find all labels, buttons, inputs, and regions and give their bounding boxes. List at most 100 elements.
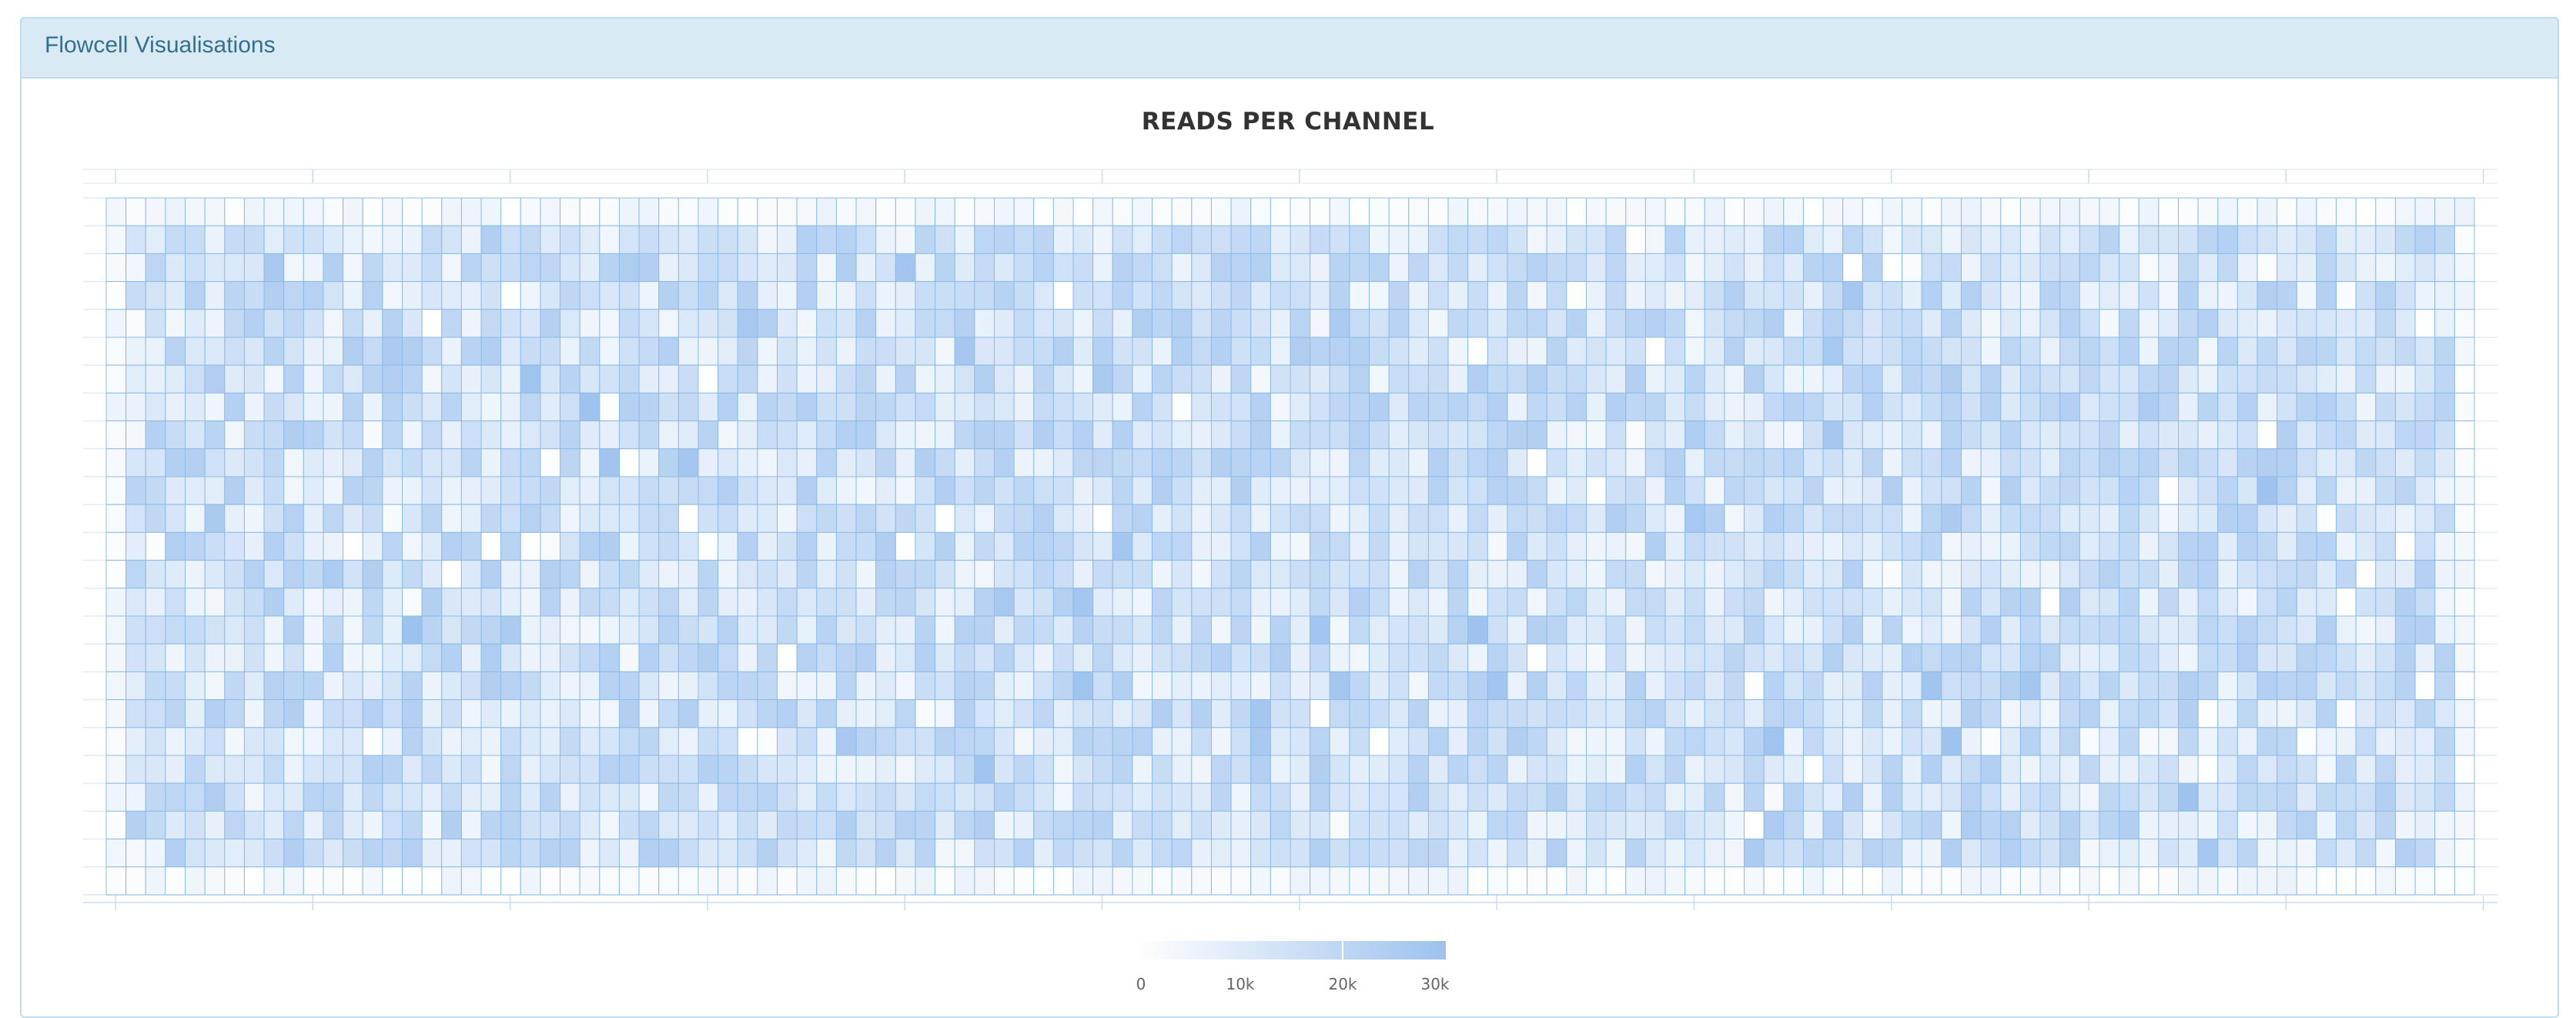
- channel-cell[interactable]: [698, 364, 719, 393]
- channel-cell[interactable]: [283, 253, 304, 283]
- channel-cell[interactable]: [1408, 727, 1429, 756]
- channel-cell[interactable]: [994, 281, 1015, 310]
- channel-cell[interactable]: [1566, 560, 1587, 589]
- channel-cell[interactable]: [145, 197, 166, 226]
- channel-cell[interactable]: [974, 448, 995, 477]
- channel-cell[interactable]: [402, 699, 423, 728]
- channel-cell[interactable]: [974, 671, 995, 701]
- channel-cell[interactable]: [2257, 364, 2278, 393]
- channel-cell[interactable]: [1763, 671, 1785, 701]
- channel-cell[interactable]: [1033, 309, 1054, 338]
- channel-cell[interactable]: [185, 476, 206, 505]
- channel-cell[interactable]: [1902, 727, 1922, 756]
- channel-cell[interactable]: [618, 337, 640, 366]
- channel-cell[interactable]: [2414, 643, 2436, 672]
- channel-cell[interactable]: [2336, 448, 2357, 477]
- channel-cell[interactable]: [2414, 337, 2436, 366]
- channel-cell[interactable]: [954, 782, 975, 812]
- channel-cell[interactable]: [2000, 560, 2021, 589]
- channel-cell[interactable]: [1132, 504, 1153, 533]
- channel-cell[interactable]: [421, 671, 443, 701]
- channel-cell[interactable]: [816, 810, 837, 840]
- channel-cell[interactable]: [1033, 281, 1054, 310]
- channel-cell[interactable]: [1171, 197, 1193, 226]
- channel-cell[interactable]: [480, 392, 502, 422]
- channel-cell[interactable]: [2039, 866, 2061, 896]
- channel-cell[interactable]: [1112, 309, 1133, 338]
- channel-cell[interactable]: [638, 309, 660, 338]
- channel-cell[interactable]: [1684, 782, 1705, 812]
- channel-cell[interactable]: [165, 671, 186, 701]
- channel-cell[interactable]: [2178, 643, 2199, 672]
- channel-cell[interactable]: [2257, 560, 2278, 589]
- channel-cell[interactable]: [1763, 755, 1785, 784]
- channel-cell[interactable]: [2316, 810, 2337, 840]
- channel-cell[interactable]: [382, 392, 403, 422]
- channel-cell[interactable]: [441, 699, 462, 728]
- channel-cell[interactable]: [1527, 727, 1547, 756]
- channel-cell[interactable]: [1644, 643, 1666, 672]
- channel-cell[interactable]: [2217, 671, 2238, 701]
- channel-cell[interactable]: [618, 281, 640, 310]
- channel-cell[interactable]: [1171, 839, 1193, 868]
- channel-cell[interactable]: [2197, 337, 2219, 366]
- channel-cell[interactable]: [1290, 727, 1311, 756]
- channel-cell[interactable]: [1783, 309, 1804, 338]
- channel-cell[interactable]: [1191, 782, 1212, 812]
- channel-cell[interactable]: [1724, 420, 1745, 450]
- channel-cell[interactable]: [1427, 337, 1449, 366]
- channel-cell[interactable]: [243, 839, 265, 868]
- channel-cell[interactable]: [2257, 225, 2278, 254]
- channel-cell[interactable]: [1664, 727, 1686, 756]
- channel-cell[interactable]: [2257, 253, 2278, 283]
- channel-cell[interactable]: [1013, 839, 1035, 868]
- channel-cell[interactable]: [816, 839, 837, 868]
- channel-cell[interactable]: [283, 782, 304, 812]
- channel-cell[interactable]: [2375, 448, 2396, 477]
- channel-cell[interactable]: [323, 755, 344, 784]
- channel-cell[interactable]: [895, 671, 916, 701]
- channel-cell[interactable]: [421, 782, 443, 812]
- channel-cell[interactable]: [441, 671, 462, 701]
- channel-cell[interactable]: [1349, 392, 1370, 422]
- channel-cell[interactable]: [698, 727, 719, 756]
- channel-cell[interactable]: [2019, 253, 2041, 283]
- channel-cell[interactable]: [2138, 615, 2159, 645]
- channel-cell[interactable]: [323, 615, 344, 645]
- channel-cell[interactable]: [224, 782, 245, 812]
- channel-cell[interactable]: [1270, 866, 1291, 896]
- channel-cell[interactable]: [1388, 615, 1410, 645]
- channel-cell[interactable]: [1684, 643, 1705, 672]
- channel-cell[interactable]: [1467, 392, 1488, 422]
- channel-cell[interactable]: [2375, 810, 2396, 840]
- channel-cell[interactable]: [1961, 281, 1982, 310]
- channel-cell[interactable]: [185, 866, 206, 896]
- channel-cell[interactable]: [1092, 643, 1113, 672]
- channel-cell[interactable]: [263, 476, 285, 505]
- channel-cell[interactable]: [165, 364, 186, 393]
- channel-cell[interactable]: [757, 253, 778, 283]
- channel-cell[interactable]: [796, 560, 818, 589]
- channel-cell[interactable]: [698, 810, 719, 840]
- channel-cell[interactable]: [1763, 448, 1785, 477]
- channel-cell[interactable]: [2039, 839, 2061, 868]
- channel-cell[interactable]: [875, 643, 896, 672]
- channel-cell[interactable]: [1171, 420, 1193, 450]
- channel-cell[interactable]: [2296, 476, 2317, 505]
- channel-cell[interactable]: [1921, 197, 1942, 226]
- channel-cell[interactable]: [1487, 420, 1508, 450]
- channel-cell[interactable]: [1822, 197, 1844, 226]
- channel-cell[interactable]: [204, 615, 226, 645]
- channel-cell[interactable]: [1112, 392, 1133, 422]
- channel-cell[interactable]: [1152, 560, 1173, 589]
- channel-cell[interactable]: [1644, 337, 1666, 366]
- channel-cell[interactable]: [1862, 699, 1883, 728]
- channel-cell[interactable]: [2000, 476, 2021, 505]
- channel-cell[interactable]: [1783, 560, 1804, 589]
- channel-cell[interactable]: [560, 755, 580, 784]
- channel-cell[interactable]: [935, 588, 955, 617]
- channel-cell[interactable]: [1369, 866, 1390, 896]
- channel-cell[interactable]: [915, 866, 936, 896]
- channel-cell[interactable]: [1980, 782, 2002, 812]
- channel-cell[interactable]: [1684, 671, 1705, 701]
